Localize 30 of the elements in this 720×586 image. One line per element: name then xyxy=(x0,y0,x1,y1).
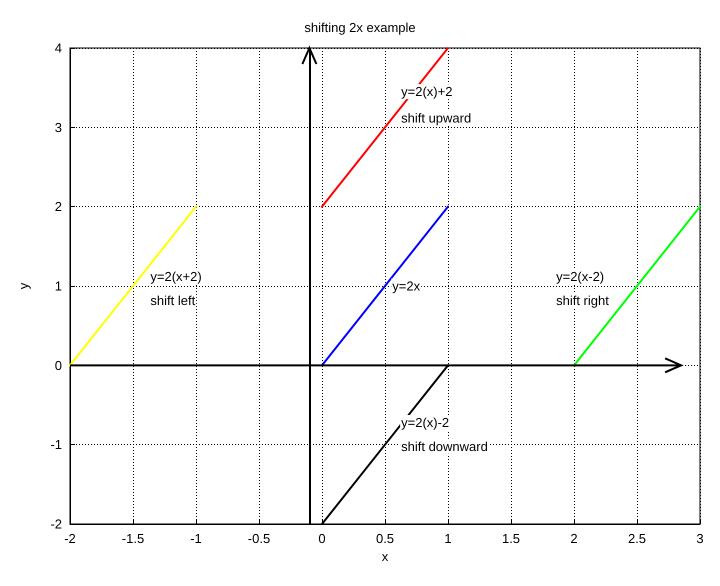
x-tick-label: 3 xyxy=(696,531,704,546)
annotation: y=2(x)-2 xyxy=(401,414,450,430)
x-tick-label: 0.5 xyxy=(376,531,394,546)
chart-title: shifting 2x example xyxy=(304,20,416,35)
y-tick-label: 1 xyxy=(54,278,62,294)
y-tick-label: 0 xyxy=(54,358,62,373)
annotation: y=2(x+2) xyxy=(150,268,202,284)
x-tick-label: 1.5 xyxy=(502,531,520,546)
x-tick-label: -0.5 xyxy=(248,531,270,546)
x-tick-label: 1 xyxy=(444,531,452,546)
y-tick-label: 3 xyxy=(54,120,62,135)
annotation: y=2(x-2) xyxy=(556,268,604,284)
annotation: y=2(x)+2 xyxy=(401,84,452,100)
annotation: shift downward xyxy=(401,438,488,454)
y-axis-title: y xyxy=(16,282,31,290)
annotation: y=2x xyxy=(392,278,421,294)
y-tick-label: 2 xyxy=(54,199,62,214)
annotation: shift upward xyxy=(401,110,472,126)
x-tick-label: 0 xyxy=(318,531,326,546)
x-axis-title: x xyxy=(382,548,389,564)
annotation: shift left xyxy=(150,292,196,308)
x-tick-label: -1.5 xyxy=(122,531,144,546)
y-tick-label: -2 xyxy=(50,516,62,532)
annotation: shift right xyxy=(556,292,610,308)
x-tick-label: -2 xyxy=(64,531,76,546)
x-tick-label: 2.5 xyxy=(628,531,646,546)
x-tick-label: 2 xyxy=(570,531,578,546)
y-tick-label: 4 xyxy=(54,40,62,56)
y-tick-label: -1 xyxy=(50,437,62,452)
x-tick-label: -1 xyxy=(190,531,202,546)
